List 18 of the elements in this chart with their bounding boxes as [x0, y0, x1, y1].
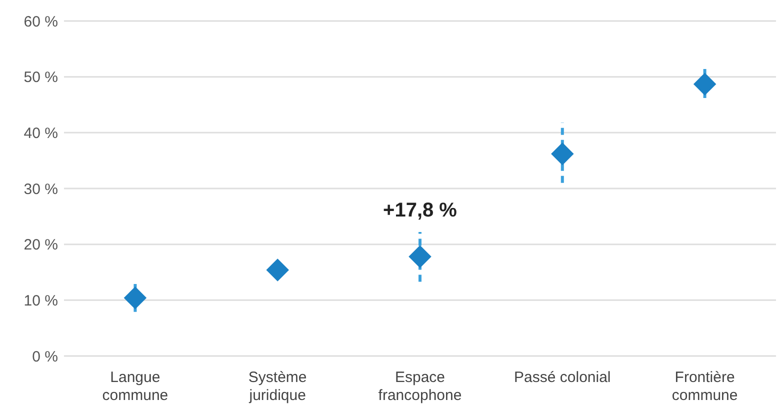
- point: [551, 142, 574, 166]
- annotation: +17,8 %: [383, 200, 458, 222]
- y-tick-label: 0 %: [32, 348, 58, 366]
- x-tick-label: Langue commune: [102, 369, 168, 404]
- x-tick-label: Système juridique: [248, 369, 307, 404]
- y-tick-label: 10 %: [24, 292, 58, 310]
- y-tick-label: 60 %: [24, 13, 58, 30]
- point: [408, 245, 432, 268]
- y-tick-label: 30 %: [24, 180, 58, 198]
- y-tick-label: 40 %: [24, 124, 58, 142]
- y-tick-label: 50 %: [24, 69, 58, 86]
- point: [266, 258, 289, 282]
- point: [124, 286, 147, 310]
- x-tick-label: Espace francophone: [378, 369, 462, 404]
- y-tick-label: 20 %: [24, 236, 58, 254]
- x-tick-label: Frontière commune: [672, 369, 738, 404]
- point: [693, 72, 716, 96]
- x-tick-label: Passé colonial: [514, 369, 611, 386]
